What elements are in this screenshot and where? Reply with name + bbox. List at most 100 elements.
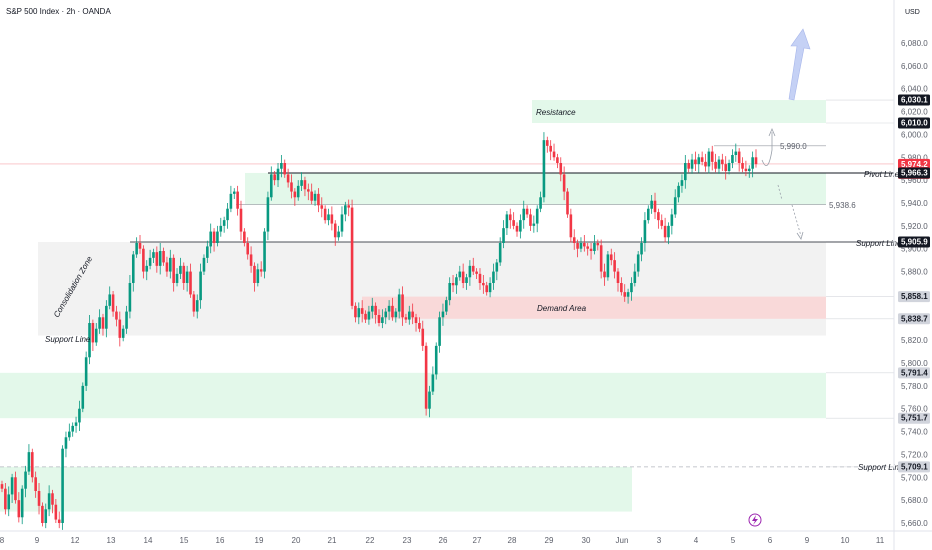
candle-body [94, 328, 98, 343]
time-axis[interactable]: 8 9 12 13 14 15 16 19 20 21 22 23 26 27 28 29 30 Jun 3 4 5 6 9… [0, 530, 932, 545]
x-tick-label: 14 [144, 536, 153, 545]
candle-body [216, 231, 219, 243]
candle-body [105, 305, 108, 329]
candle-body [606, 254, 610, 278]
price-tag-label: 5,838.7 [901, 314, 928, 323]
candle-body [727, 163, 731, 171]
price-tag-bg [898, 117, 930, 129]
candle-body [206, 246, 209, 258]
candle-body [562, 174, 566, 192]
candle-body [61, 448, 64, 523]
candle-body [152, 252, 155, 258]
candle-body [111, 294, 115, 312]
candle-body [236, 191, 239, 209]
candle-body [593, 243, 596, 251]
candle-body [175, 273, 179, 283]
bullish-forecast-arrow [788, 28, 811, 101]
candle-body [269, 174, 273, 198]
candle-body [721, 159, 724, 165]
candle-body [357, 308, 361, 318]
candle-body [710, 151, 714, 162]
candle-body [145, 265, 149, 272]
candle-body [519, 220, 522, 232]
candle-body [256, 269, 260, 283]
candle-body [266, 197, 270, 232]
price-tag-label: 5,858.1 [901, 292, 928, 301]
candle-body [37, 491, 41, 506]
candle-body [185, 271, 189, 283]
x-tick-label: 29 [545, 536, 554, 545]
candle-body [687, 163, 690, 169]
candle-body [458, 271, 462, 278]
candle-body [566, 191, 569, 215]
price-tag-label: 5,974.2 [901, 160, 928, 169]
pivot-line-label: Pivot Line [864, 170, 900, 179]
candle-body [529, 214, 532, 226]
candle-body [108, 294, 112, 306]
y-tick-label: 5,900.0 [901, 245, 928, 254]
y-tick-label: 5,920.0 [901, 222, 928, 231]
candle-body [202, 257, 206, 272]
candle-body [259, 269, 263, 272]
candle-body [115, 311, 118, 320]
candle-body [626, 292, 630, 297]
candle-body [131, 254, 135, 283]
lightning-icon[interactable] [748, 513, 762, 527]
price-tag-bg [898, 367, 930, 379]
candle-body [78, 408, 81, 423]
y-tick-label: 5,700.0 [901, 473, 928, 482]
y-tick-label: 5,940.0 [901, 199, 928, 208]
candle-body [10, 477, 14, 495]
candle-body [370, 305, 374, 312]
candle-body [673, 197, 677, 215]
candle-body [418, 323, 421, 329]
candle-body [27, 452, 31, 472]
candle-body [492, 271, 495, 283]
candle-body [485, 285, 489, 293]
candle-body [478, 273, 482, 283]
y-tick-label: 5,740.0 [901, 428, 928, 437]
x-tick-label: 5 [731, 536, 736, 545]
currency-label: USD [905, 9, 920, 16]
x-tick-label: 30 [582, 536, 591, 545]
price-axis[interactable]: 5,660.0 5,680.0 5,700.0 5,720.0 5,740.0 5,760… [901, 39, 928, 528]
candle-body [179, 265, 182, 274]
chart-title: S&P 500 Index · 2h · OANDA [6, 7, 111, 16]
x-tick-label: 21 [328, 536, 337, 545]
candle-body [391, 305, 394, 318]
candle-body [694, 159, 697, 165]
candle-body [552, 151, 556, 158]
candle-body [684, 163, 687, 181]
price-tag-label: 5,751.7 [901, 414, 928, 423]
price-tag-label: 5,791.4 [901, 368, 928, 377]
y-tick-label: 5,960.0 [901, 176, 928, 185]
candle-body [121, 328, 125, 338]
candle-body [532, 223, 536, 226]
candle-body [512, 220, 515, 226]
candle-body [677, 185, 680, 198]
y-tick-label: 5,980.0 [901, 153, 928, 162]
candle-body [569, 214, 573, 238]
candle-body [495, 262, 499, 272]
x-tick-label: 12 [71, 536, 80, 545]
candle-body [296, 185, 300, 198]
candle-body [707, 151, 711, 167]
candle-body [24, 471, 27, 489]
candle-body [445, 300, 448, 312]
level-lower-label: 5,938.6 [829, 201, 856, 210]
candle-body [468, 265, 472, 278]
candle-body [64, 437, 68, 449]
candle-body [192, 294, 196, 312]
x-tick-label: 27 [473, 536, 482, 545]
resistance-label: Resistance [536, 108, 576, 117]
candle-body [488, 283, 492, 293]
candle-body [731, 155, 734, 163]
support-line-label: Support Line [856, 239, 902, 248]
candle-body [613, 260, 616, 272]
price-tag-bg [898, 94, 930, 106]
candle-body [229, 193, 233, 209]
candle-body [394, 311, 398, 318]
candle-body [505, 214, 509, 229]
candle-body [667, 225, 670, 238]
